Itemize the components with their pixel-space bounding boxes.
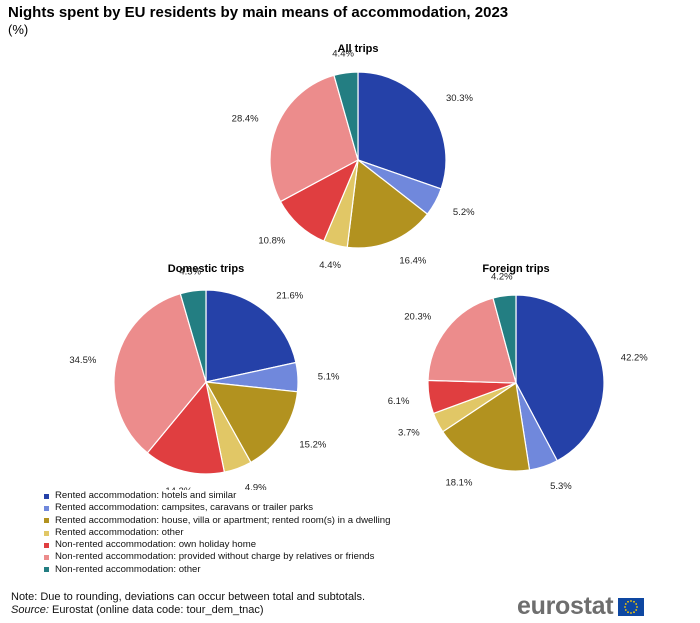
data-label: 10.8%: [258, 235, 285, 246]
pie-3: Foreign trips 42.2% 5.3% 18.1% 3.7% 6.1% 20.3%…: [388, 263, 649, 490]
legend-label: Rented accommodation: hotels and similar: [55, 490, 237, 501]
legend-swatch: [44, 542, 49, 548]
pie-slice: [441, 381, 531, 472]
legend-swatch: [44, 555, 49, 561]
legend-item: Rented accommodation: house, villa or ap…: [44, 515, 390, 527]
pie-slice: [113, 292, 207, 454]
pie-slice: [269, 74, 359, 203]
data-label: 4.4%: [332, 49, 354, 60]
data-label: 28.4%: [232, 113, 259, 124]
legend-label: Rented accommodation: house, villa or ap…: [55, 514, 391, 526]
legend-item: Rented accommodation: campsites, caravan…: [44, 502, 390, 514]
pie-2: Domestic trips 21.6% 5.1% 15.2% 4.9% 14.2% 34.…: [69, 263, 340, 490]
data-label: 20.3%: [404, 312, 431, 323]
logo-text: eurostat: [517, 592, 614, 620]
data-label: 14.2%: [165, 486, 192, 490]
data-label: 4.2%: [491, 271, 513, 282]
data-label: 5.2%: [453, 207, 475, 218]
legend-label: Rented accommodation: other: [55, 526, 184, 538]
legend-label: Rented accommodation: campsites, caravan…: [55, 502, 314, 514]
legend-item: Non-rented accommodation: own holiday ho…: [44, 539, 390, 551]
data-label: 3.7%: [398, 427, 420, 438]
data-label: 5.3%: [550, 481, 572, 490]
legend-swatch: [44, 505, 49, 511]
source-text: Eurostat (online data code: tour_dem_tna…: [48, 604, 264, 616]
legend-item: Rented accommodation: other: [44, 527, 390, 539]
source-label: Source:: [11, 604, 49, 616]
data-label: 4.9%: [245, 483, 267, 491]
data-label: 18.1%: [445, 477, 472, 488]
source-line: Source: Eurostat (online data code: tour…: [11, 604, 365, 617]
pie-charts: All trips 30.3% 5.2% 16.4% 4.4% 10.8% 28.4% 4.4…: [69, 43, 649, 490]
legend-swatch: [44, 567, 49, 573]
pie-slice: [205, 289, 297, 383]
pie-slice: [333, 71, 359, 161]
data-label: 42.2%: [621, 352, 648, 363]
pie-slice: [357, 71, 447, 190]
data-label: 6.1%: [388, 396, 410, 407]
pie-slice: [204, 381, 299, 464]
legend-item: Non-rented accommodation: provided witho…: [44, 551, 390, 563]
pie-1: All trips 30.3% 5.2% 16.4% 4.4% 10.8% 28.4% 4.4…: [232, 43, 475, 271]
pie-title: Foreign trips: [482, 263, 549, 275]
legend-swatch: [44, 530, 49, 536]
legend: Rented accommodation: hotels and similar…: [44, 490, 390, 576]
pie-slice: [146, 380, 226, 475]
legend-item: Rented accommodation: hotels and similar: [44, 490, 390, 502]
pie-title: Domestic trips: [168, 263, 244, 275]
legend-swatch: [44, 518, 49, 524]
pie-title: All trips: [338, 43, 379, 55]
legend-label: Non-rented accommodation: provided witho…: [55, 551, 375, 563]
pie-slice: [346, 158, 429, 249]
chart-subtitle: (%): [8, 22, 29, 37]
pie-slice: [427, 297, 517, 384]
legend-label: Non-rented accommodation: other: [55, 563, 201, 575]
data-label: 15.2%: [299, 439, 326, 450]
data-label: 16.4%: [399, 255, 426, 266]
footnote-note: Note: Due to rounding, deviations can oc…: [11, 591, 366, 603]
data-label: 21.6%: [276, 290, 303, 301]
pie-slice: [515, 294, 605, 462]
data-label: 4.5%: [179, 267, 201, 278]
chart-title: Nights spent by EU residents by main mea…: [8, 4, 509, 21]
legend-swatch: [44, 493, 49, 499]
data-label: 34.5%: [69, 355, 96, 366]
eu-flag-icon: [618, 597, 645, 616]
pie-slice: [179, 289, 207, 383]
data-label: 5.1%: [318, 372, 340, 383]
legend-item: Non-rented accommodation: other: [44, 564, 390, 576]
data-label: 4.4%: [319, 260, 341, 271]
pie-slice: [492, 294, 517, 384]
data-label: 30.3%: [446, 93, 473, 104]
footnote: Note: Due to rounding, deviations can oc…: [11, 591, 365, 617]
eurostat-logo: eurostat: [517, 592, 645, 621]
legend-label: Non-rented accommodation: own holiday ho…: [55, 539, 257, 551]
